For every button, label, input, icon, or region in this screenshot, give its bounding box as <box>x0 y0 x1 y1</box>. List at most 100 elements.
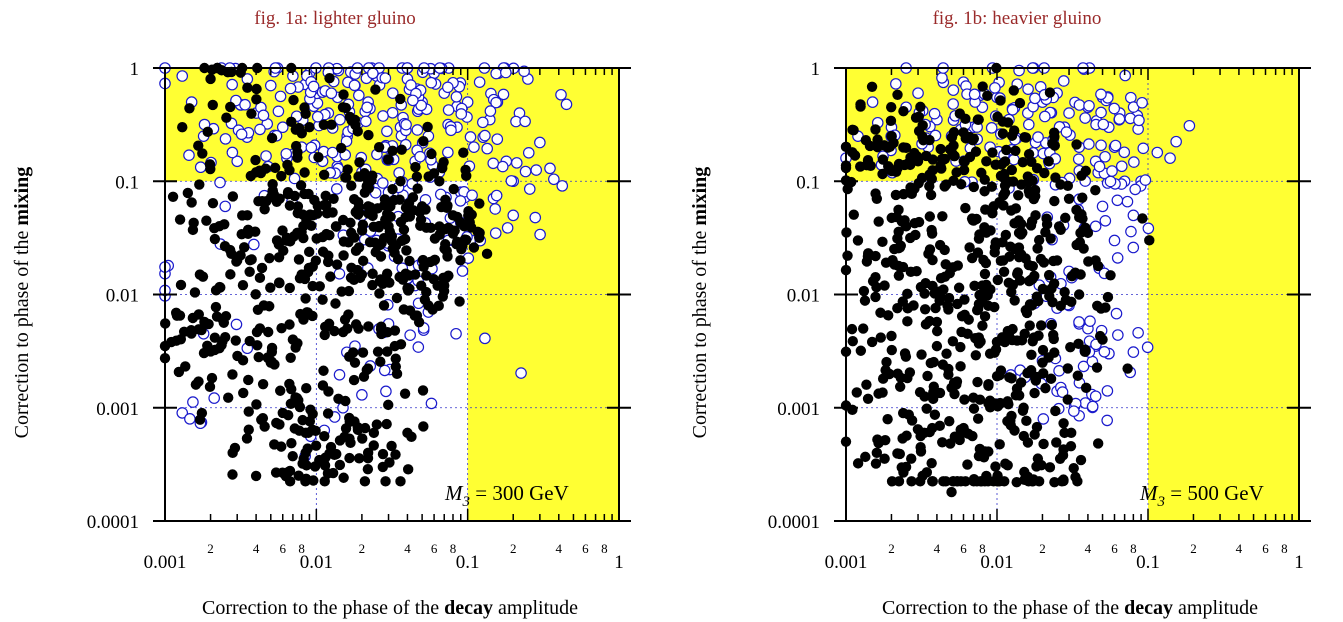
data-point-filled <box>349 114 361 126</box>
data-point-filled <box>879 453 890 464</box>
data-point-filled <box>1048 255 1059 267</box>
data-point-filled <box>277 467 288 478</box>
data-point-filled <box>426 148 437 160</box>
data-point-filled <box>319 476 330 487</box>
data-point-filled <box>285 352 296 363</box>
data-point-filled <box>299 188 310 200</box>
data-point-filled <box>852 458 864 469</box>
data-point-open <box>1060 126 1073 138</box>
x-minor-tick-label: 8 <box>450 541 457 556</box>
data-point-filled <box>1012 267 1024 278</box>
data-point-filled <box>1004 251 1015 262</box>
data-point-filled <box>921 467 933 478</box>
data-point-filled <box>1049 131 1060 143</box>
data-point-open <box>307 80 320 93</box>
data-point-open <box>1079 112 1091 124</box>
data-point-filled <box>1053 221 1065 232</box>
y-tick-label: 0.1 <box>796 172 820 193</box>
data-point-filled <box>1062 180 1074 192</box>
data-point-filled <box>994 196 1005 208</box>
data-point-filled <box>282 159 293 171</box>
data-point-filled <box>939 244 950 256</box>
data-point-filled <box>345 217 356 229</box>
data-point-filled <box>383 399 394 411</box>
data-point-open <box>226 146 239 159</box>
x-minor-tick-label: 2 <box>888 541 895 556</box>
data-point-filled <box>325 271 336 282</box>
data-point-filled <box>1044 462 1056 473</box>
data-point-filled <box>207 197 219 209</box>
data-point-filled <box>955 341 966 353</box>
data-point-filled <box>243 374 254 386</box>
data-point-filled <box>930 302 941 314</box>
data-point-filled <box>335 142 347 154</box>
data-point-filled <box>361 364 372 376</box>
data-point-open <box>1098 345 1111 358</box>
data-point-filled <box>395 176 406 187</box>
data-point-filled <box>241 433 253 444</box>
data-point-filled <box>861 256 873 267</box>
data-point-filled <box>357 255 369 267</box>
data-point-open <box>442 104 455 116</box>
data-point-open <box>468 141 480 153</box>
data-point-open <box>194 161 207 174</box>
data-point-filled <box>377 448 389 460</box>
data-point-filled <box>1037 283 1049 295</box>
data-point-filled <box>848 125 859 136</box>
data-point-filled <box>923 248 934 260</box>
x-axis-label: Correction to the phase of the decay amp… <box>202 597 578 619</box>
data-point-filled <box>974 229 985 240</box>
data-point-filled <box>317 246 329 257</box>
data-point-filled <box>418 136 429 147</box>
data-point-filled <box>931 340 943 352</box>
data-point-filled <box>343 285 355 297</box>
data-point-filled <box>925 357 936 369</box>
data-point-filled <box>474 232 485 243</box>
data-point-filled <box>354 157 365 168</box>
data-point-filled <box>418 421 429 432</box>
data-point-filled <box>915 446 927 457</box>
y-axis-label-text: Correction to phase of the <box>11 226 33 439</box>
data-point-filled <box>936 163 947 174</box>
data-point-filled <box>1077 192 1088 203</box>
data-point-open <box>367 67 379 80</box>
chart-panel-b: 0.001 0.01 0.1 12 4 6 8 2 4 6 8 2 4 6 80.00010.0010.01… <box>689 8 1311 619</box>
data-point-filled <box>372 203 383 214</box>
data-point-filled <box>353 242 365 253</box>
data-point-filled <box>1083 256 1094 267</box>
data-point-filled <box>1027 261 1038 272</box>
data-point-filled <box>1044 87 1056 98</box>
data-point-filled <box>964 242 975 253</box>
data-point-open <box>1096 200 1109 213</box>
data-point-open <box>989 82 1001 94</box>
data-point-filled <box>330 298 341 309</box>
data-point-open <box>890 78 902 90</box>
data-point-open <box>1099 150 1111 163</box>
data-point-filled <box>274 277 285 289</box>
data-point-filled <box>352 264 363 276</box>
data-point-filled <box>282 188 294 200</box>
data-point-open <box>947 98 959 110</box>
data-point-open <box>187 396 199 408</box>
data-point-filled <box>870 188 881 199</box>
data-point-filled <box>384 226 396 237</box>
data-point-filled <box>898 467 909 478</box>
data-point-filled <box>915 281 927 293</box>
data-point-filled <box>1021 415 1032 427</box>
data-point-filled <box>364 237 376 248</box>
data-point-filled <box>1020 132 1032 143</box>
data-point-filled <box>378 300 390 311</box>
data-point-open <box>379 72 392 84</box>
data-point-open <box>1113 113 1126 125</box>
data-point-open <box>985 122 998 134</box>
data-point-filled <box>338 250 349 261</box>
data-point-filled <box>205 73 216 85</box>
data-point-filled <box>312 208 323 219</box>
data-point-filled <box>412 183 423 194</box>
data-point-filled <box>1105 270 1116 281</box>
data-point-filled <box>384 457 395 468</box>
data-point-open <box>381 125 393 138</box>
data-point-filled <box>193 376 204 387</box>
data-point-filled <box>167 191 179 202</box>
data-point-filled <box>1031 291 1043 302</box>
